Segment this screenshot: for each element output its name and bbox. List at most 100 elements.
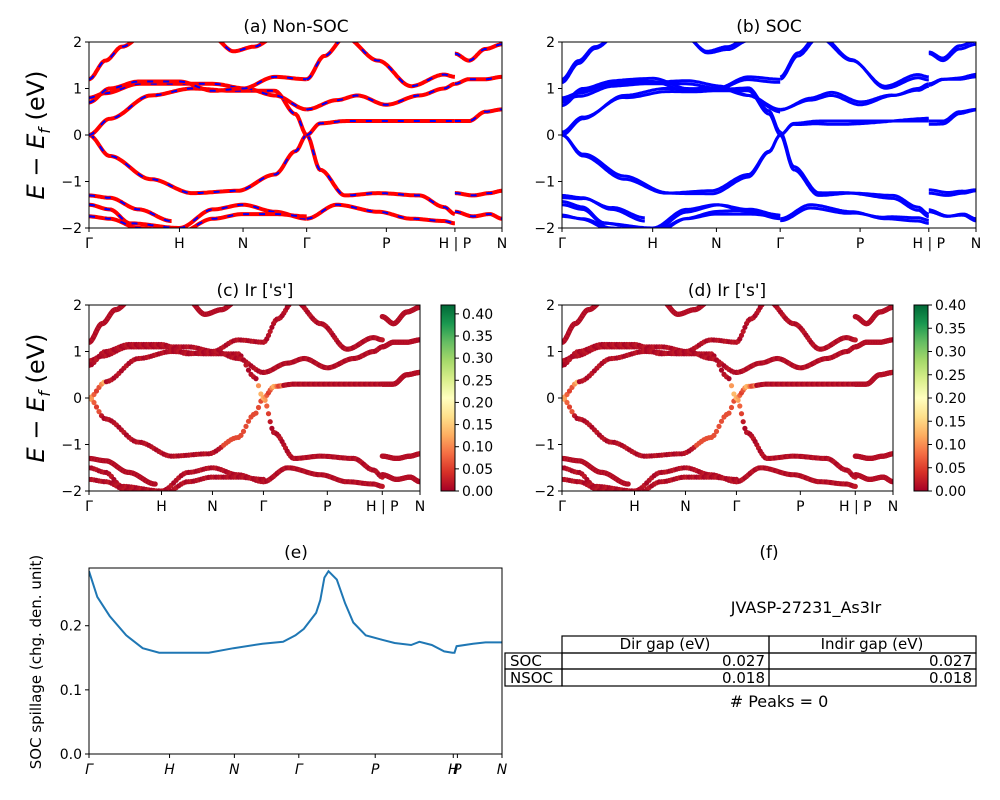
- jid-label: JVASP-27231_As3Ir: [730, 598, 882, 618]
- projection-point: [243, 423, 249, 429]
- band-line: [928, 72, 976, 87]
- projection-point: [126, 297, 131, 302]
- x-tick-label: N: [497, 236, 507, 252]
- x-tick-label: H | P: [439, 236, 472, 252]
- projection-point: [726, 376, 732, 382]
- x-tick-label: Γ: [295, 762, 304, 778]
- colorbar-tick-label: 0.00: [935, 484, 966, 500]
- band-dash: [89, 213, 307, 228]
- x-tick-label: N: [497, 762, 508, 778]
- band-line: [562, 86, 782, 134]
- projection-point: [598, 298, 603, 303]
- projection-point: [564, 399, 570, 406]
- y-tick-label: −1: [61, 175, 82, 191]
- projection-point: [738, 411, 745, 417]
- band-line: [691, 42, 749, 55]
- colorbar-tick-label: 0.05: [462, 462, 493, 478]
- axes-frame: [88, 304, 421, 492]
- y-tick-label: 0.2: [60, 619, 82, 635]
- projection-point: [718, 367, 725, 373]
- table-row-nsoc-indir: 0.018: [929, 669, 972, 687]
- projection-point: [258, 391, 264, 397]
- table-row-nsoc-label: NSOC: [510, 669, 553, 687]
- projection-point: [132, 293, 137, 298]
- projection-point: [149, 492, 154, 497]
- band-line: [89, 133, 308, 196]
- x-tick-label: N: [207, 499, 217, 515]
- colorbar-tick-label: 0.35: [462, 329, 493, 345]
- band-line: [306, 81, 456, 112]
- colorbar-tick-label: 0.30: [462, 351, 493, 367]
- projection-point: [742, 425, 748, 431]
- projection-point: [718, 418, 725, 424]
- y-tick-label: −1: [534, 438, 555, 454]
- y-tick-label: 0: [546, 128, 555, 144]
- x-tick-label: N: [971, 236, 981, 252]
- projection-point: [188, 298, 193, 303]
- band-line: [928, 42, 976, 63]
- projection-point: [622, 492, 627, 497]
- projection-point: [759, 305, 765, 308]
- projection-point: [716, 423, 722, 429]
- y-tick-label: 0: [546, 391, 555, 407]
- table-row-nsoc-dir: 0.018: [722, 669, 765, 687]
- projection-point: [240, 428, 247, 434]
- x-tick-label: Γ: [558, 236, 566, 252]
- projection-point: [726, 410, 732, 416]
- x-tick-label: H: [174, 236, 185, 252]
- projection-point: [130, 294, 135, 299]
- band-line: [454, 107, 502, 123]
- projection-point: [728, 404, 735, 411]
- projection-point: [128, 295, 133, 300]
- projection-point: [133, 293, 138, 298]
- table-header-indir: Indir gap (eV): [821, 635, 924, 653]
- projection-point: [737, 403, 743, 409]
- projection-point: [600, 296, 605, 301]
- projection-point: [253, 376, 259, 382]
- panel-e-title: (e): [284, 543, 308, 563]
- colorbar-tick-label: 0.10: [462, 440, 493, 456]
- x-tick-label: H | P: [913, 236, 946, 252]
- projection-point: [152, 481, 158, 487]
- y-tick-label: 2: [73, 298, 82, 314]
- colorbar-tick-label: 0.35: [935, 321, 966, 337]
- x-tick-label: Γ: [558, 499, 566, 515]
- projection-point: [255, 383, 262, 389]
- projection-point: [604, 294, 609, 299]
- projection-point: [731, 391, 737, 397]
- projection-point: [96, 409, 102, 415]
- projection-point: [267, 419, 273, 425]
- projection-point: [255, 404, 262, 411]
- band-line: [562, 133, 782, 196]
- y-tick-label: −1: [534, 175, 555, 191]
- x-tick-label: Γ: [85, 499, 93, 515]
- colorbar-tick-label: 0.20: [462, 395, 493, 411]
- colorbar-tick-label: 0.40: [935, 298, 966, 314]
- band-dash: [89, 87, 308, 136]
- projection-point: [129, 294, 134, 299]
- projection-point: [624, 492, 629, 497]
- projection-point: [662, 299, 667, 304]
- x-tick-label: Γ: [776, 236, 784, 252]
- projection-point: [659, 298, 664, 303]
- x-tick-label: P: [796, 499, 804, 515]
- axes-frame: [88, 41, 503, 229]
- projection-point: [660, 298, 665, 303]
- band-line: [89, 81, 307, 112]
- panel-b-title: (b) SOC: [736, 17, 802, 37]
- projection-point: [129, 295, 134, 300]
- x-tick-label: Γ: [85, 236, 93, 252]
- projection-point: [637, 492, 642, 497]
- x-tick-label: N: [229, 762, 240, 778]
- projection-point: [151, 492, 156, 497]
- projection-point: [852, 483, 858, 489]
- y-tick-label: −2: [61, 484, 82, 500]
- projection-point: [617, 491, 622, 496]
- projection-point: [286, 305, 292, 308]
- band-ylabel-mid-sub: f: [35, 389, 54, 397]
- projection-point: [890, 369, 893, 375]
- panel-c-title: (c) Ir ['s']: [217, 281, 294, 301]
- spillage-line: [89, 569, 502, 654]
- band-line: [562, 209, 781, 228]
- projection-point: [569, 409, 575, 415]
